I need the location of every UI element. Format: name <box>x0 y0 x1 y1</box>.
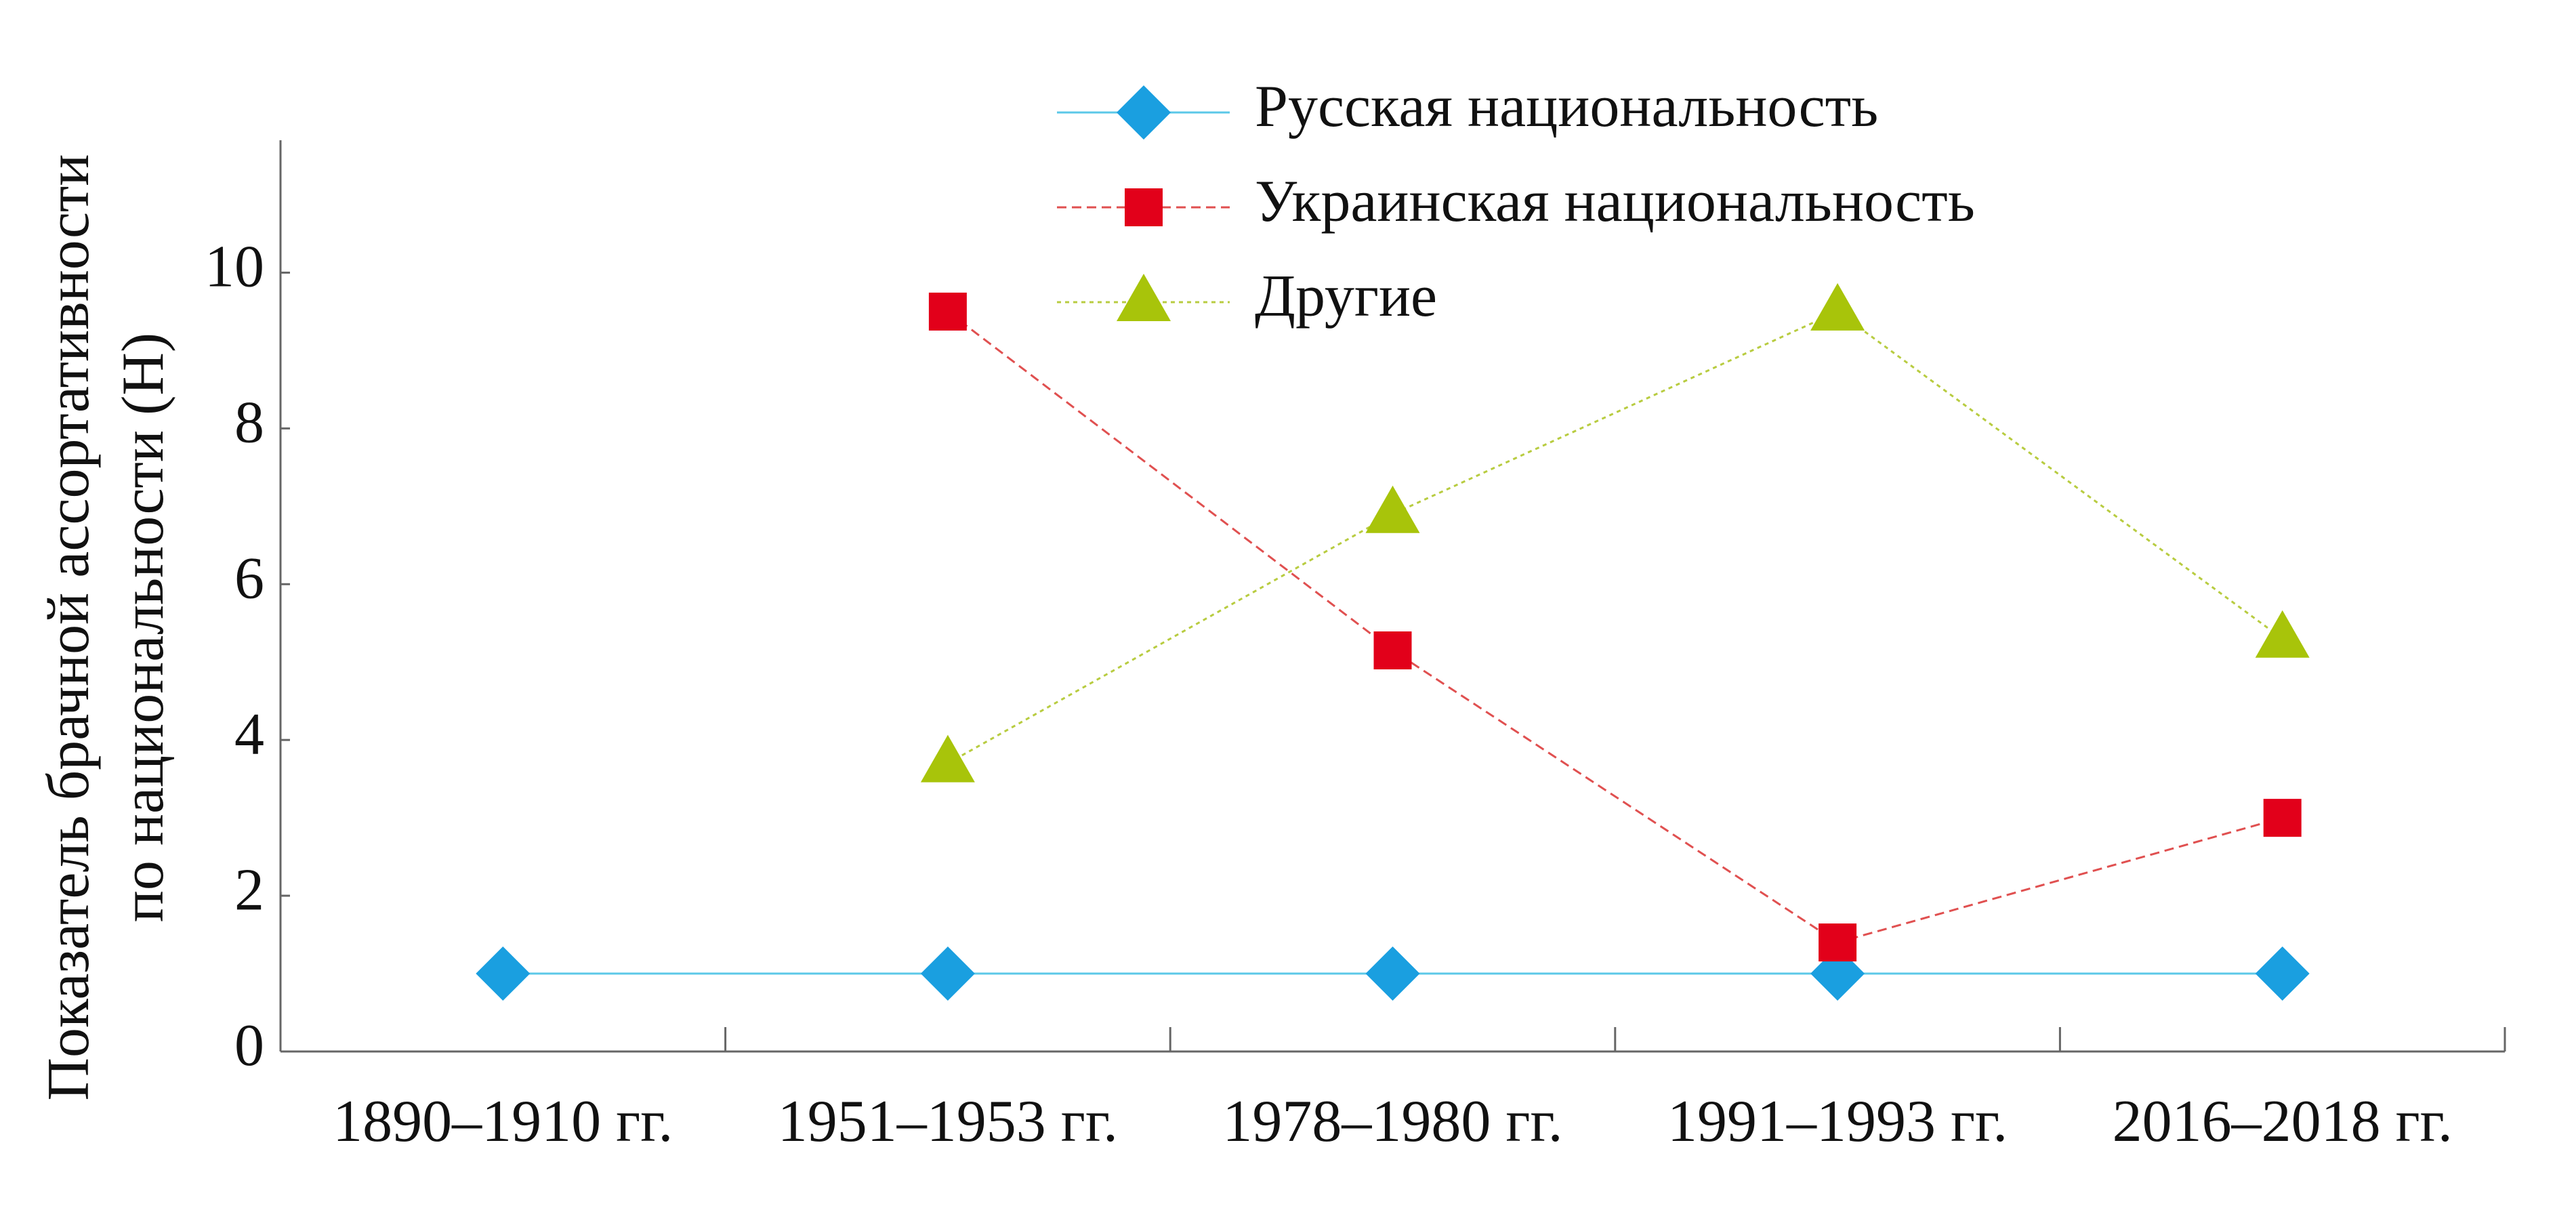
data-point <box>1810 283 1865 331</box>
data-point <box>928 292 967 331</box>
data-point <box>1373 631 1412 669</box>
legend-marker <box>1117 274 1171 321</box>
data-point <box>920 734 975 783</box>
y-label-group: Показатель брачной ассортативности по на… <box>36 154 176 1100</box>
data-point <box>1819 923 1857 962</box>
y-tick-label: 4 <box>234 701 264 767</box>
x-tick-label: 1991–1993 гг. <box>1667 1089 2008 1154</box>
legend-label: Другие <box>1255 264 1437 329</box>
data-point <box>920 946 975 1001</box>
x-tick-label: 1890–1910 гг. <box>333 1089 673 1154</box>
y-axis-label: Показатель брачной ассортативности <box>36 154 102 1100</box>
data-point <box>2263 799 2302 837</box>
y-tick-label: 0 <box>234 1013 264 1079</box>
x-tick-label: 1951–1953 гг. <box>778 1089 1118 1154</box>
y-tick-label: 10 <box>205 234 264 300</box>
data-point <box>2255 946 2310 1001</box>
legend-marker <box>1125 188 1163 226</box>
y-axis-label: по национальности (H) <box>110 333 176 922</box>
legend-label: Украинская национальность <box>1255 169 1975 234</box>
data-point <box>1365 946 1420 1001</box>
x-tick-label: 1978–1980 гг. <box>1222 1089 1562 1154</box>
y-tick-label: 6 <box>234 545 264 611</box>
data-point <box>1365 485 1420 533</box>
series-line <box>947 310 2283 944</box>
legend-label: Русская национальность <box>1255 74 1878 140</box>
x-tick-label: 2016–2018 гг. <box>2113 1089 2453 1154</box>
data-point <box>2255 610 2310 658</box>
data-point <box>476 946 531 1001</box>
y-tick-label: 2 <box>234 857 264 923</box>
y-tick-label: 8 <box>234 390 264 456</box>
legend-marker <box>1117 85 1171 140</box>
series-line <box>947 310 2283 764</box>
